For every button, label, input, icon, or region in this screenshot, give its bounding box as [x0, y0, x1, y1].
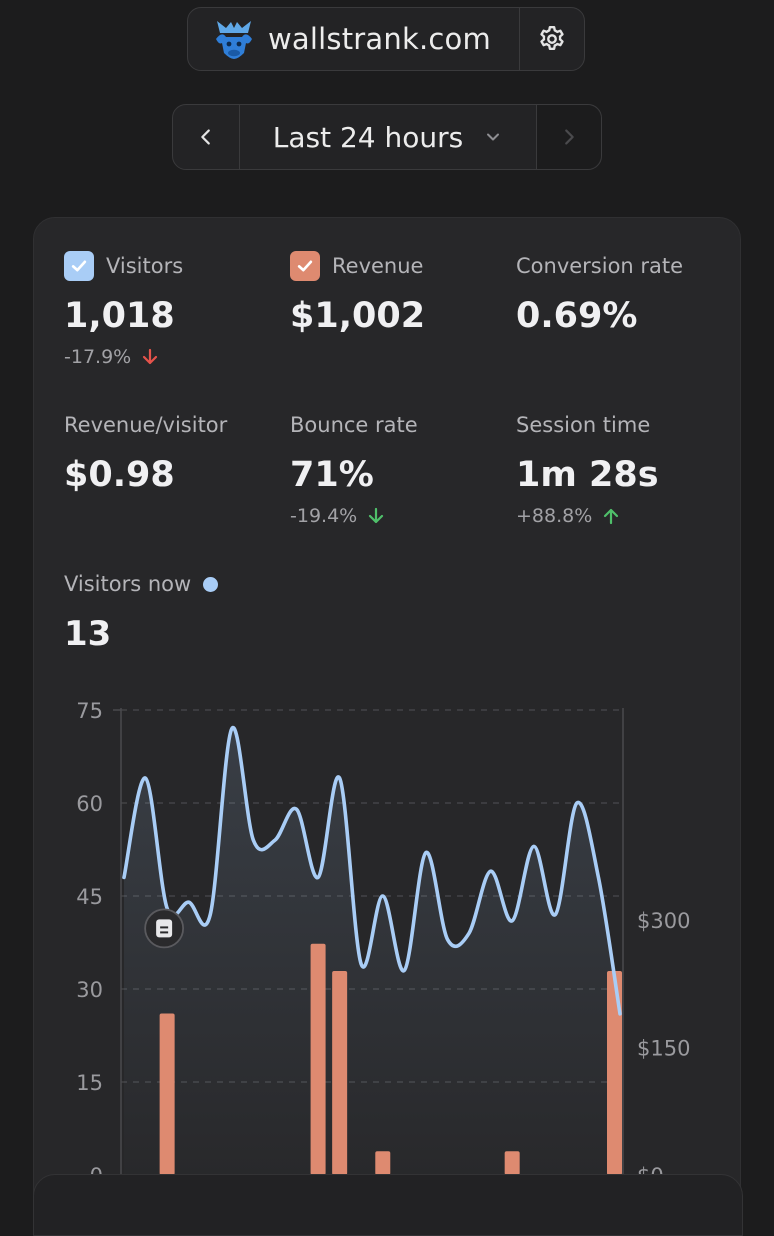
date-range-label: Last 24 hours — [272, 120, 464, 154]
site-selector[interactable]: wallstrank.com — [187, 7, 585, 71]
next-period-button[interactable] — [536, 105, 601, 169]
visitors-line — [122, 726, 622, 1016]
site-switcher[interactable]: wallstrank.com — [188, 8, 519, 70]
y-right-tick-label: $300 — [637, 909, 690, 933]
y-left-tick-label: 75 — [76, 699, 103, 723]
rpv-label: Revenue/visitor — [64, 413, 228, 437]
y-left-tick-label: 15 — [76, 1071, 103, 1095]
live-indicator-dot — [203, 576, 219, 592]
check-icon — [297, 260, 313, 272]
visitors-change: -17.9% — [64, 346, 183, 368]
metric-bounce-rate: Bounce rate 71% -19.4% — [290, 409, 418, 527]
chevron-left-icon — [201, 129, 210, 145]
revenue-bar — [375, 1151, 391, 1175]
visitors-now-label: Visitors now — [64, 572, 192, 596]
visitors-label: Visitors — [106, 254, 184, 278]
stats-card: Visitors 1,018 -17.9% Revenue $1,002 Con… — [33, 217, 741, 1217]
metric-session-time: Session time 1m 28s +88.8% — [516, 409, 659, 527]
y-right-tick-label: $150 — [637, 1036, 690, 1060]
visitors-checkbox[interactable] — [64, 251, 94, 281]
revenue-label: Revenue — [332, 254, 424, 278]
visitors-revenue-chart: 75604530150$300$150$0 — [76, 699, 690, 1188]
bull-logo-icon — [216, 21, 252, 59]
session-label: Session time — [516, 413, 651, 437]
revenue-bar — [310, 943, 326, 1175]
bounce-label: Bounce rate — [290, 413, 418, 437]
revenue-bar — [504, 1151, 520, 1175]
revenue-bar — [332, 970, 348, 1175]
revenue-checkbox[interactable] — [290, 251, 320, 281]
visitors-now-value: 13 — [64, 614, 112, 654]
metric-conversion-rate: Conversion rate 0.69% — [516, 250, 683, 336]
site-name: wallstrank.com — [268, 22, 491, 56]
date-range-dropdown[interactable]: Last 24 hours — [240, 105, 536, 169]
arrow-down-icon — [143, 348, 158, 365]
visitors-change-text: -17.9% — [64, 346, 132, 368]
chevron-down-icon — [487, 133, 500, 141]
arrow-down-icon — [369, 507, 384, 524]
y-left-tick-label: 45 — [76, 885, 103, 909]
revenue-value: $1,002 — [290, 296, 426, 336]
y-left-tick-label: 60 — [76, 792, 103, 816]
previous-period-button[interactable] — [173, 105, 240, 169]
bounce-change-text: -19.4% — [290, 505, 358, 527]
gear-icon — [540, 25, 564, 50]
session-change-text: +88.8% — [516, 505, 593, 527]
conversion-value: 0.69% — [516, 296, 638, 336]
session-change: +88.8% — [516, 505, 659, 527]
bottom-sheet-handle[interactable] — [33, 1174, 743, 1236]
metric-revenue: Revenue $1,002 — [290, 250, 425, 336]
date-range-selector: Last 24 hours — [172, 104, 602, 170]
rpv-value: $0.98 — [64, 455, 175, 495]
bounce-change: -19.4% — [290, 505, 418, 527]
y-left-tick-label: 30 — [76, 978, 103, 1002]
revenue-bar — [607, 970, 622, 1175]
session-value: 1m 28s — [516, 455, 659, 495]
chevron-right-icon — [565, 129, 574, 145]
revenue-bar — [159, 1013, 175, 1175]
metric-visitors-now: Visitors now 13 — [64, 568, 219, 654]
metric-visitors: Visitors 1,018 -17.9% — [64, 250, 183, 368]
arrow-up-icon — [604, 508, 619, 525]
check-icon — [71, 260, 87, 272]
bounce-value: 71% — [290, 455, 374, 495]
note-marker-icon[interactable] — [144, 908, 185, 949]
metric-revenue-per-visitor: Revenue/visitor $0.98 — [64, 409, 227, 495]
conversion-label: Conversion rate — [516, 254, 684, 278]
visitors-value: 1,018 — [64, 296, 175, 336]
settings-button[interactable] — [519, 8, 584, 70]
visitors-area — [124, 727, 620, 1175]
